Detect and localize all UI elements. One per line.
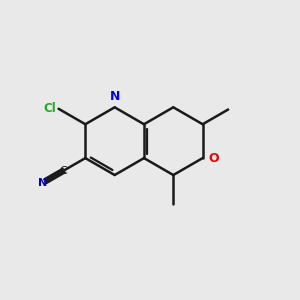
Text: C: C: [60, 166, 68, 176]
Text: N: N: [110, 91, 120, 103]
Text: N: N: [38, 178, 48, 188]
Text: O: O: [208, 152, 219, 165]
Text: Cl: Cl: [44, 102, 56, 115]
